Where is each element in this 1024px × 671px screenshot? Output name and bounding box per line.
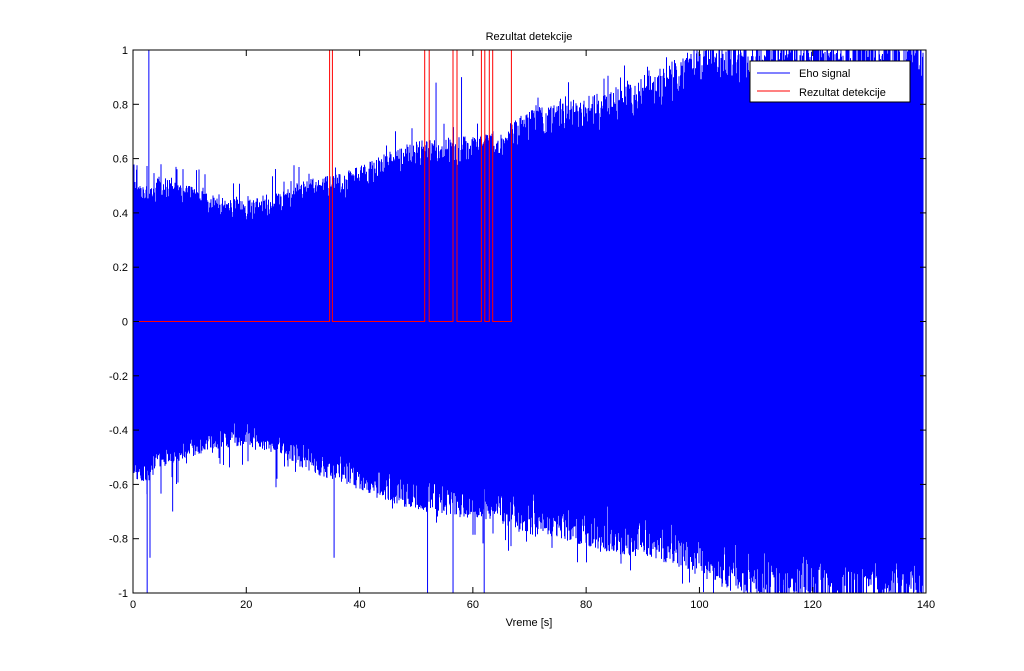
x-tick-label: 80 [580, 599, 592, 611]
series-rezultat-detekcije [133, 50, 513, 322]
legend-box [749, 60, 911, 103]
x-tick-label: 0 [130, 599, 136, 611]
y-tick-label: 0.6 [113, 154, 128, 166]
y-tick-label: -0.2 [109, 371, 128, 383]
x-tick-label: 100 [690, 599, 708, 611]
x-tick-label: 20 [240, 599, 252, 611]
y-tick-label: -0.8 [109, 534, 128, 546]
legend-label-eho-signal: Eho signal [799, 68, 850, 80]
legend: Eho signal Rezultat detekcije [749, 60, 911, 103]
y-tick-label: -1 [118, 588, 128, 600]
y-tick-label: 0.8 [113, 99, 128, 111]
x-tick-label: 40 [353, 599, 365, 611]
y-tick-label: 0.2 [113, 262, 128, 274]
series-rezultat-detekcije-line [133, 50, 513, 322]
axes: 0 20 40 60 80 100 120 140 -1 -0.8 -0.6 -0.4 -0.2 0 0.2… [109, 45, 935, 611]
chart-title: Rezultat detekcije [486, 31, 573, 43]
y-tick-label: 1 [122, 45, 128, 57]
y-tick-label: -0.4 [109, 425, 128, 437]
x-axis-label: Vreme [s] [506, 617, 553, 629]
y-tick-label: 0 [122, 317, 128, 329]
y-tick-label: 0.4 [113, 208, 128, 220]
x-tick-label: 140 [917, 599, 935, 611]
x-tick-label: 60 [467, 599, 479, 611]
y-tick-label: -0.6 [109, 479, 128, 491]
series-eho-signal [133, 50, 924, 593]
legend-label-rezultat-detekcije: Rezultat detekcije [799, 87, 886, 99]
x-tick-label: 120 [804, 599, 822, 611]
